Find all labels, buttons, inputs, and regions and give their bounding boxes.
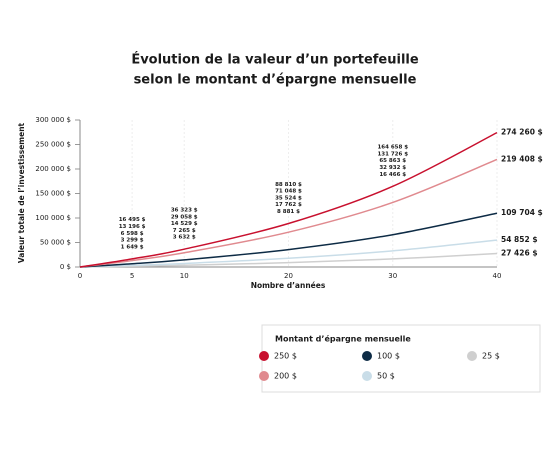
series-line	[79, 131, 498, 268]
legend-swatch	[362, 351, 372, 361]
x-tick-label: 20	[284, 272, 293, 280]
data-label: 6 598 $	[121, 231, 144, 237]
data-label: 32 932 $	[379, 165, 406, 171]
data-label: 88 810 $	[275, 182, 302, 188]
legend-label: 100 $	[377, 352, 400, 361]
y-tick-label: 50 000 $	[40, 239, 71, 247]
x-tick-label: 0	[78, 272, 82, 280]
legend-label: 200 $	[274, 372, 297, 381]
series-line	[79, 239, 498, 268]
y-tick-label: 250 000 $	[35, 141, 71, 149]
data-label: 29 058 $	[171, 214, 198, 220]
data-label: 71 048 $	[275, 189, 302, 195]
data-label: 131 726 $	[377, 151, 408, 157]
x-tick-label: 10	[180, 272, 189, 280]
x-tick-label: 5	[130, 272, 134, 280]
y-tick-label: 0 $	[60, 263, 71, 271]
data-label: 65 863 $	[379, 158, 406, 164]
y-axis-label: Valeur totale de l’investissement	[17, 122, 26, 263]
chart-title: Évolution de la valeur d’un portefeuille	[131, 52, 419, 68]
data-label: 8 881 $	[277, 209, 300, 215]
data-label: 274 260 $	[501, 128, 543, 137]
series-line	[79, 158, 498, 268]
data-label: 14 529 $	[171, 221, 198, 227]
data-label: 35 524 $	[275, 195, 302, 201]
y-tick-label: 150 000 $	[35, 190, 71, 198]
series-line	[79, 252, 498, 268]
x-axis-label: Nombre d’années	[251, 281, 326, 290]
legend-swatch	[467, 351, 477, 361]
legend-label: 25 $	[482, 352, 500, 361]
y-tick-label: 200 000 $	[35, 165, 71, 173]
legend-label: 250 $	[274, 352, 297, 361]
chart-title: selon le montant d’épargne mensuelle	[134, 73, 417, 88]
data-label: 7 265 $	[173, 228, 196, 234]
y-tick-label: 300 000 $	[35, 116, 71, 124]
data-label: 16 466 $	[379, 172, 406, 178]
legend-box	[261, 324, 541, 393]
data-label: 17 762 $	[275, 202, 302, 208]
legend-title: Montant d’épargne mensuelle	[275, 334, 411, 344]
data-label: 36 323 $	[171, 208, 198, 214]
x-tick-label: 30	[388, 272, 397, 280]
legend-swatch	[259, 371, 269, 381]
data-label: 1 649 $	[121, 244, 144, 250]
data-label: 16 495 $	[119, 217, 146, 223]
data-label: 164 658 $	[377, 145, 408, 151]
data-label: 13 196 $	[119, 224, 146, 230]
data-label: 109 704 $	[501, 208, 543, 217]
data-label: 3 299 $	[121, 238, 144, 244]
series-line	[79, 212, 498, 268]
data-label: 54 852 $	[501, 235, 538, 244]
data-label: 219 408 $	[501, 154, 543, 163]
x-tick-label: 40	[493, 272, 502, 280]
data-label: 3 632 $	[173, 235, 196, 241]
legend-label: 50 $	[377, 372, 395, 381]
legend-swatch	[362, 371, 372, 381]
legend-swatch	[259, 351, 269, 361]
y-tick-label: 100 000 $	[35, 214, 71, 222]
data-label: 27 426 $	[501, 249, 538, 258]
